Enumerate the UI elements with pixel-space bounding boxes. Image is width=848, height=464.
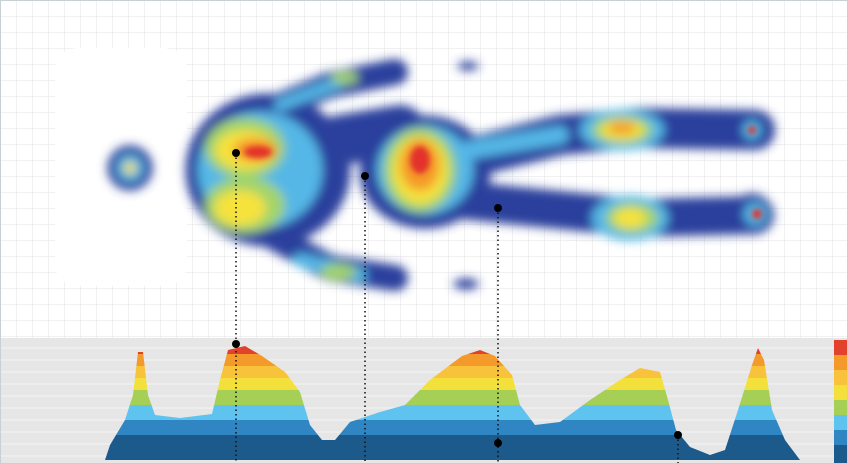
leader-dots <box>232 149 682 447</box>
color-scale <box>834 340 848 464</box>
leader-lines <box>235 153 679 464</box>
heat-hotspots <box>244 126 762 219</box>
